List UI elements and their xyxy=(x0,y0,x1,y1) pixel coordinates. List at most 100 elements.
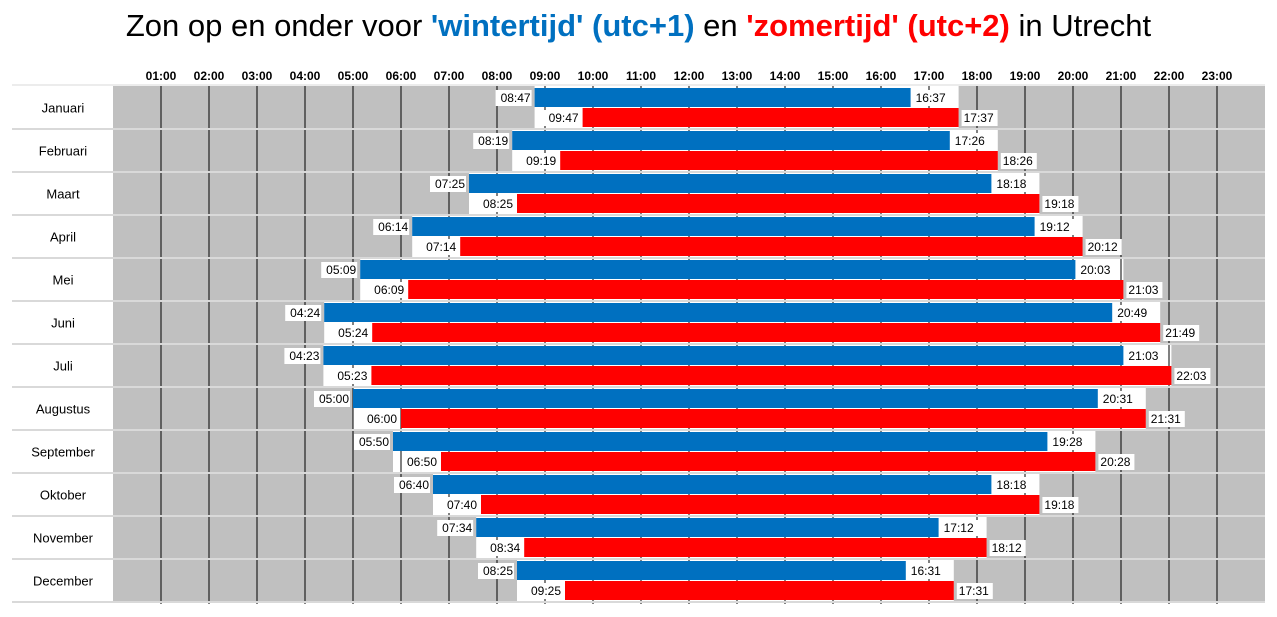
summer-sunset-label: 21:31 xyxy=(1151,412,1181,426)
label-bg xyxy=(1098,454,1135,470)
month-labels: Januari Februari Maart April Mei Juni Juli Augu… xyxy=(31,101,95,589)
x-tick-label: 17:00 xyxy=(914,69,945,83)
summer-bar xyxy=(460,237,1083,256)
winter-bar xyxy=(323,346,1124,365)
x-tick-label: 07:00 xyxy=(434,69,465,83)
night-before-sunrise xyxy=(113,172,469,215)
winter-sunrise-label: 06:40 xyxy=(399,478,429,492)
summer-sunrise-label: 08:34 xyxy=(490,541,520,555)
winter-sunrise-label: 07:25 xyxy=(435,177,465,191)
night-before-sunrise xyxy=(113,387,353,430)
label-bg xyxy=(1100,391,1137,407)
label-bg xyxy=(1078,262,1115,278)
winter-sunset-label: 16:37 xyxy=(916,91,946,105)
label-bg xyxy=(994,176,1031,192)
label-bg xyxy=(952,133,989,149)
label-bg xyxy=(478,196,514,212)
winter-bar xyxy=(393,432,1048,451)
winter-sunrise-label: 05:50 xyxy=(359,435,389,449)
summer-bar xyxy=(565,581,954,600)
summer-sunset-label: 19:18 xyxy=(1044,197,1074,211)
label-bg xyxy=(369,282,406,298)
winter-sunset-label: 21:03 xyxy=(1128,349,1158,363)
month-label: Juli xyxy=(53,359,73,374)
title-end: in Utrecht xyxy=(1009,8,1152,43)
x-tick-label: 09:00 xyxy=(530,69,561,83)
winter-bar xyxy=(512,131,950,150)
label-bg xyxy=(332,368,369,384)
winter-bar xyxy=(324,303,1113,322)
label-bg xyxy=(526,583,562,599)
label-bg xyxy=(543,110,580,126)
summer-sunset-label: 17:37 xyxy=(964,111,994,125)
winter-sunset-label: 20:03 xyxy=(1080,263,1110,277)
x-tick-label: 03:00 xyxy=(242,69,273,83)
label-bg xyxy=(284,348,321,364)
winter-bar xyxy=(476,518,939,537)
summer-bar xyxy=(408,280,1124,299)
winter-bar xyxy=(517,561,906,580)
label-bg xyxy=(908,563,945,579)
x-tick-label: 12:00 xyxy=(674,69,705,83)
title-summer: 'zomertijd' (utc+2) xyxy=(746,8,1010,43)
night-before-sunrise xyxy=(113,86,535,129)
month-label: December xyxy=(33,574,94,589)
label-bg xyxy=(478,563,514,579)
summer-sunrise-label: 05:23 xyxy=(337,369,367,383)
winter-sunrise-label: 05:00 xyxy=(319,392,349,406)
label-bg xyxy=(961,110,998,126)
summer-sunset-label: 20:12 xyxy=(1088,240,1118,254)
night-before-sunrise xyxy=(113,473,433,516)
x-tick-label: 20:00 xyxy=(1058,69,1089,83)
night-before-sunrise xyxy=(113,258,361,301)
summer-sunrise-label: 06:00 xyxy=(367,412,397,426)
label-bg xyxy=(1174,368,1211,384)
winter-bar xyxy=(433,475,992,494)
month-label: Juni xyxy=(51,316,75,331)
summer-sunset-label: 18:26 xyxy=(1003,154,1033,168)
x-tick-label: 16:00 xyxy=(866,69,897,83)
night-before-sunrise xyxy=(113,559,517,602)
label-bg xyxy=(956,583,993,599)
summer-bar xyxy=(441,452,1096,471)
night-after-sunset xyxy=(953,559,1265,602)
summer-bar xyxy=(524,538,987,557)
label-bg xyxy=(1163,325,1200,341)
summer-bar xyxy=(560,151,998,170)
night-before-sunrise xyxy=(113,516,477,559)
x-tick-label: 18:00 xyxy=(962,69,993,83)
x-tick-label: 19:00 xyxy=(1010,69,1041,83)
month-label: November xyxy=(33,531,94,546)
winter-sunset-label: 19:12 xyxy=(1040,220,1070,234)
summer-sunset-label: 19:18 xyxy=(1044,498,1074,512)
summer-sunrise-label: 09:19 xyxy=(526,154,556,168)
label-bg xyxy=(314,391,350,407)
label-bg xyxy=(1085,239,1122,255)
summer-sunset-label: 22:03 xyxy=(1176,369,1206,383)
x-tick-label: 22:00 xyxy=(1154,69,1185,83)
x-tick-label: 01:00 xyxy=(146,69,177,83)
winter-sunrise-label: 04:23 xyxy=(289,349,319,363)
label-bg xyxy=(354,434,390,450)
x-tick-label: 06:00 xyxy=(386,69,417,83)
summer-bar xyxy=(401,409,1146,428)
label-bg xyxy=(1000,153,1037,169)
label-bg xyxy=(1126,282,1163,298)
winter-bar xyxy=(412,217,1035,236)
label-bg xyxy=(285,305,322,321)
summer-bar xyxy=(371,366,1172,385)
winter-sunset-label: 20:31 xyxy=(1103,392,1133,406)
winter-sunset-label: 17:12 xyxy=(944,521,974,535)
night-before-sunrise xyxy=(113,430,393,473)
winter-bar xyxy=(469,174,992,193)
winter-sunrise-label: 08:47 xyxy=(501,91,531,105)
winter-bar xyxy=(534,88,911,107)
month-label: Januari xyxy=(42,101,85,116)
x-tick-label: 23:00 xyxy=(1202,69,1233,83)
title-mid: en xyxy=(694,8,747,43)
x-tick-label: 14:00 xyxy=(770,69,801,83)
label-bg xyxy=(1042,497,1079,513)
time-labels: 08:47 16:37 09:47 17:37 08:19 17:26 09:19 18:26… xyxy=(284,90,1211,599)
label-bg xyxy=(1148,411,1185,427)
summer-bar xyxy=(481,495,1040,514)
